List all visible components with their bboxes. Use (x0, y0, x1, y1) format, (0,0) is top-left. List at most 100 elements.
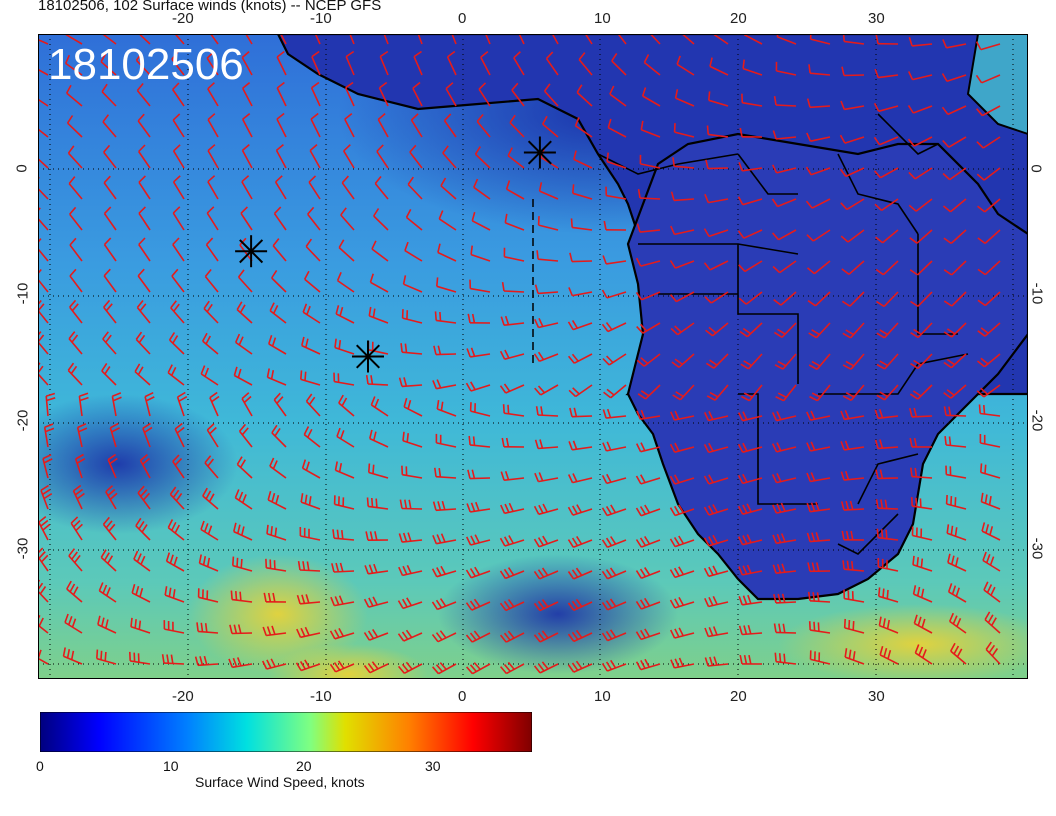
wind-barb-feather (241, 50, 250, 59)
wind-barb (606, 446, 627, 452)
wind-barb-feather (239, 304, 246, 313)
wind-barb-feather (780, 502, 786, 512)
wind-barb (268, 343, 287, 355)
wind-barb-feather (400, 343, 403, 353)
wind-barb-feather (67, 616, 73, 626)
wind-barb-feather (975, 74, 983, 84)
chart-title: 18102506, 102 Surface winds (knots) -- N… (38, 0, 382, 14)
wind-barb (98, 590, 117, 603)
wind-barb-feather (575, 629, 583, 639)
wind-barb (606, 415, 627, 419)
wind-barb-feather (301, 459, 307, 469)
wind-barb-feather (276, 81, 285, 89)
wind-barb-feather (103, 299, 111, 308)
wind-barb-feather (605, 600, 613, 609)
wind-barb-feather (635, 291, 643, 301)
wind-barb (640, 446, 661, 453)
wind-barb-feather (567, 602, 575, 611)
wind-barb (42, 458, 49, 479)
wind-barb-feather (504, 503, 510, 513)
wind-barb-feather (921, 649, 927, 659)
wind-barb (38, 340, 49, 355)
wind-barb-feather (703, 262, 711, 271)
wind-barb-feather (473, 630, 481, 639)
wind-barb (334, 346, 355, 355)
wind-barb-feather (811, 532, 816, 542)
wind-barb (174, 428, 185, 448)
wind-barb-feather (950, 525, 954, 535)
wind-barb-feather (138, 237, 146, 246)
wind-barb-feather (46, 397, 56, 402)
wind-barb (135, 525, 151, 541)
wind-barb (239, 244, 253, 262)
wind-barb-feather (309, 143, 318, 152)
wind-barb-feather (474, 566, 481, 576)
wind-barb-feather (712, 565, 718, 575)
wind-barb (538, 446, 559, 450)
land-southern-africa (626, 132, 1028, 601)
wind-barb (914, 167, 933, 180)
wind-barb (97, 623, 117, 634)
wind-barb-feather (778, 623, 782, 633)
wind-barb (402, 317, 423, 324)
wind-barb (643, 61, 661, 76)
wind-barb-feather (142, 492, 150, 501)
wind-barb-feather (470, 535, 476, 545)
wind-barb-feather (704, 597, 710, 607)
wind-barb-feather (272, 592, 276, 603)
wind-barb-feather (678, 566, 685, 576)
wind-barb-feather (76, 492, 85, 500)
wind-barb (708, 229, 729, 238)
wind-barb (983, 167, 1001, 181)
wind-barb-feather (703, 412, 710, 421)
wind-barb-feather (703, 228, 710, 237)
wind-barb-feather (271, 424, 278, 434)
wind-barb-feather (112, 396, 122, 402)
wind-barb (137, 275, 151, 293)
wind-barb-feather (345, 81, 354, 89)
wind-barb-feather (372, 308, 376, 318)
wind-barb-feather (606, 408, 612, 418)
wind-barb (202, 340, 219, 355)
wind-barb-feather (67, 145, 75, 154)
wind-barb-feather (920, 558, 924, 568)
wind-barb-feather (772, 564, 777, 574)
wind-barb-feather (541, 599, 549, 608)
wind-barb (335, 313, 355, 324)
wind-barb (743, 229, 763, 239)
wind-barb-feather (339, 306, 344, 317)
wind-barb-feather (944, 436, 947, 446)
wind-barb (980, 43, 1001, 51)
wind-barb-feather (442, 145, 449, 154)
wind-barb (811, 198, 831, 209)
wind-barb-feather (907, 104, 914, 114)
wind-barb-feather (601, 289, 608, 299)
wind-barb-feather (703, 506, 710, 516)
wind-barb-feather (840, 202, 848, 210)
wind-barb (446, 56, 457, 76)
bottom-lon-tick: 20 (730, 688, 747, 705)
wind-barb-feather (808, 621, 811, 631)
wind-barb (137, 492, 151, 510)
wind-barb-feather (747, 594, 752, 604)
wind-barb-feather (136, 82, 144, 92)
wind-barb (274, 181, 287, 200)
wind-barb (368, 505, 389, 510)
wind-barb (641, 570, 661, 579)
wind-barb-feather (367, 630, 375, 639)
wind-barb-feather (237, 368, 242, 378)
wind-barb-feather (102, 516, 110, 525)
wind-barb-feather (137, 268, 145, 277)
wind-barb-feather (806, 442, 812, 452)
wind-barb-feather (572, 387, 580, 395)
wind-barb (136, 89, 151, 107)
wind-barb-feather (742, 595, 748, 605)
wind-barb-feather (470, 502, 476, 512)
wind-barb (538, 224, 559, 231)
wind-barb (130, 660, 151, 665)
wind-barb (776, 660, 797, 665)
wind-barb-feather (439, 630, 447, 639)
wind-barb (410, 119, 423, 138)
wind-barb-feather (640, 629, 646, 639)
wind-barb-feather (920, 588, 925, 598)
